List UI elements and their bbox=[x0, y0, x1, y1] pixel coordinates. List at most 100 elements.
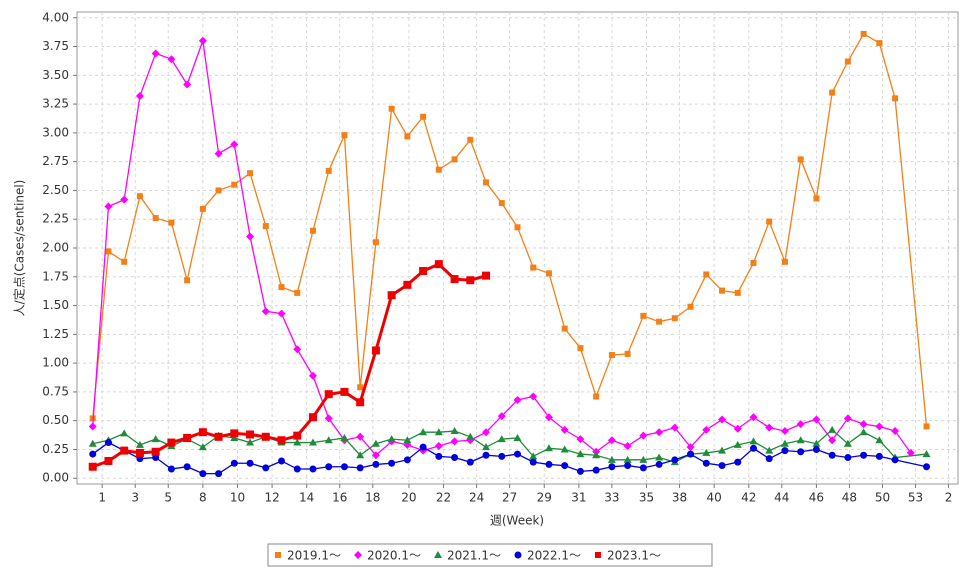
marker bbox=[639, 464, 647, 472]
marker bbox=[466, 276, 475, 285]
marker bbox=[325, 463, 333, 471]
marker bbox=[812, 439, 821, 447]
y-tick-label: 1.25 bbox=[42, 327, 69, 341]
marker bbox=[435, 452, 443, 460]
marker bbox=[733, 440, 742, 448]
marker bbox=[167, 438, 176, 447]
marker bbox=[420, 113, 427, 120]
marker bbox=[766, 218, 773, 225]
x-tick-label: 12 bbox=[264, 491, 279, 505]
marker bbox=[293, 438, 302, 446]
marker bbox=[246, 459, 254, 467]
x-tick-label: 33 bbox=[604, 491, 619, 505]
marker bbox=[891, 456, 899, 464]
marker bbox=[277, 309, 286, 318]
marker bbox=[749, 444, 757, 452]
marker bbox=[450, 437, 459, 446]
marker bbox=[513, 395, 522, 404]
marker bbox=[246, 232, 255, 241]
marker bbox=[183, 463, 191, 471]
y-tick-label: 0.50 bbox=[42, 413, 69, 427]
x-tick-label: 16 bbox=[332, 491, 347, 505]
marker bbox=[214, 149, 223, 158]
marker bbox=[843, 439, 852, 447]
marker bbox=[781, 447, 789, 455]
marker bbox=[261, 307, 270, 316]
legend-label: 2020.1～ bbox=[367, 549, 421, 563]
marker bbox=[151, 447, 160, 456]
marker bbox=[199, 470, 207, 478]
y-tick-label: 3.50 bbox=[42, 68, 69, 82]
marker bbox=[812, 445, 820, 453]
marker bbox=[214, 432, 223, 441]
marker bbox=[640, 312, 647, 319]
marker bbox=[796, 420, 805, 429]
marker bbox=[592, 451, 601, 459]
x-tick-label: 20 bbox=[401, 491, 416, 505]
marker bbox=[655, 453, 664, 461]
marker bbox=[105, 248, 112, 255]
marker bbox=[419, 443, 427, 451]
marker bbox=[168, 219, 175, 226]
marker bbox=[498, 452, 506, 460]
marker bbox=[467, 136, 474, 143]
x-tick-label: 5 bbox=[164, 491, 172, 505]
y-tick-label: 0.25 bbox=[42, 442, 69, 456]
x-tick-label: 3 bbox=[131, 491, 139, 505]
marker bbox=[151, 49, 160, 58]
marker bbox=[293, 465, 301, 473]
x-axis-label: 週(Week) bbox=[490, 514, 544, 528]
marker bbox=[135, 440, 144, 448]
marker bbox=[230, 429, 239, 438]
y-tick-label: 4.00 bbox=[42, 10, 69, 24]
legend-marker bbox=[354, 551, 362, 559]
y-tick-label: 2.75 bbox=[42, 154, 69, 168]
marker bbox=[308, 438, 317, 446]
marker bbox=[434, 428, 443, 436]
marker bbox=[483, 179, 490, 186]
legend-marker bbox=[514, 551, 522, 559]
marker bbox=[923, 423, 930, 430]
marker bbox=[120, 429, 129, 437]
marker bbox=[324, 390, 333, 399]
marker bbox=[607, 455, 616, 463]
marker bbox=[88, 462, 97, 471]
marker bbox=[198, 428, 207, 437]
marker bbox=[860, 451, 868, 459]
marker bbox=[309, 227, 316, 234]
marker bbox=[623, 442, 632, 451]
marker bbox=[608, 463, 616, 471]
marker bbox=[624, 350, 631, 357]
marker bbox=[419, 267, 428, 276]
marker bbox=[450, 427, 459, 435]
marker bbox=[750, 259, 757, 266]
marker bbox=[340, 387, 349, 396]
marker bbox=[529, 458, 537, 466]
x-tick-label: 10 bbox=[230, 491, 245, 505]
marker bbox=[388, 459, 396, 467]
y-tick-label: 2.50 bbox=[42, 183, 69, 197]
marker bbox=[529, 392, 538, 401]
marker bbox=[843, 414, 852, 423]
marker bbox=[215, 470, 223, 478]
x-tick-label: 22 bbox=[436, 491, 451, 505]
marker bbox=[340, 463, 348, 471]
marker bbox=[813, 195, 820, 202]
marker bbox=[277, 436, 286, 445]
marker bbox=[230, 433, 239, 441]
marker bbox=[183, 80, 192, 89]
marker bbox=[340, 433, 349, 441]
y-axis-label: 人/定点(Cases/sentinel) bbox=[12, 180, 27, 317]
marker bbox=[498, 200, 505, 207]
x-tick-label: 2 bbox=[945, 491, 953, 505]
marker bbox=[120, 195, 129, 204]
legend-marker bbox=[434, 551, 442, 558]
marker bbox=[797, 448, 805, 456]
marker bbox=[623, 455, 632, 463]
marker bbox=[906, 448, 915, 457]
y-tick-label: 1.00 bbox=[42, 356, 69, 370]
marker bbox=[875, 452, 883, 460]
y-tick-label: 1.50 bbox=[42, 298, 69, 312]
marker bbox=[183, 433, 192, 442]
